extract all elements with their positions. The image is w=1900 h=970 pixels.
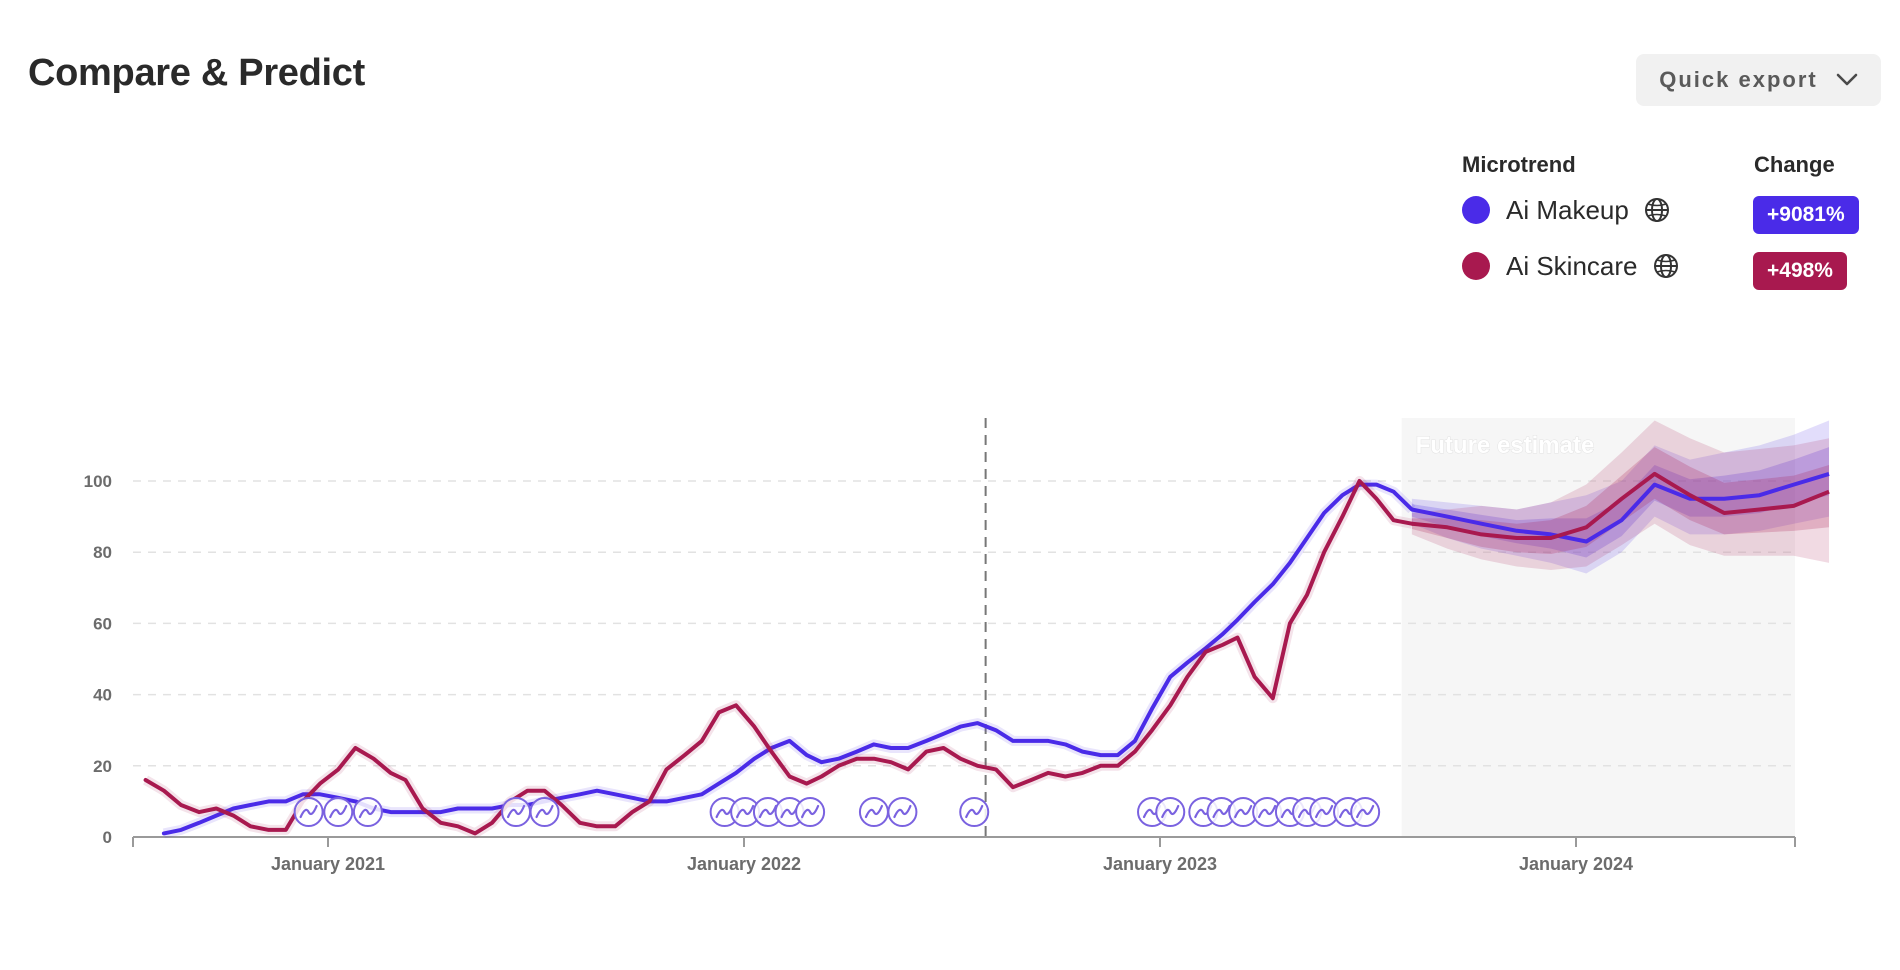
trend-icon — [535, 804, 554, 819]
change-badge-ai-skincare: +498% — [1753, 252, 1847, 290]
series-line-glow — [143, 476, 1413, 839]
legend-microtrend-heading: Microtrend — [1462, 152, 1576, 177]
forecast-line-ai-skincare — [1411, 471, 1830, 540]
x-tick-label: January 2021 — [271, 854, 385, 874]
y-tick-label: 80 — [93, 543, 112, 562]
legend-item-ai-makeup[interactable]: Ai Makeup — [1462, 190, 1671, 230]
y-tick-label: 20 — [93, 757, 112, 776]
trend-icon — [893, 804, 912, 819]
quick-export-button[interactable]: Quick export — [1636, 54, 1881, 106]
forecast-line-ai-makeup — [1411, 471, 1830, 544]
legend-item-label: Ai Makeup — [1506, 194, 1629, 225]
globe-icon[interactable] — [1643, 196, 1671, 224]
trend-icon — [758, 804, 778, 819]
trend-icon — [1234, 804, 1253, 819]
legend-dot — [1462, 196, 1490, 224]
trend-icon — [1315, 804, 1334, 819]
future-estimate-label: Future estimate — [1416, 432, 1595, 459]
x-tick-label: January 2024 — [1519, 854, 1633, 874]
legend-dot — [1462, 252, 1490, 280]
legend-item-label: Ai Skincare — [1506, 250, 1638, 281]
trend-icon — [1258, 804, 1277, 819]
change-badge-ai-makeup: +9081% — [1753, 196, 1859, 234]
trend-icon — [736, 804, 755, 819]
trend-icon — [864, 804, 884, 819]
globe-icon[interactable] — [1652, 252, 1680, 280]
trend-icon — [1161, 804, 1180, 819]
y-tick-label: 0 — [103, 828, 112, 847]
y-tick-label: 40 — [93, 686, 112, 705]
trend-icon — [715, 804, 734, 819]
x-tick-label: January 2022 — [687, 854, 801, 874]
forecast-band-outer — [1411, 420, 1830, 574]
trend-icon — [1356, 804, 1375, 819]
legend-change-heading: Change — [1754, 152, 1835, 177]
future-estimate-region — [1401, 418, 1795, 837]
x-tick-label: January 2023 — [1103, 854, 1217, 874]
quick-export-label: Quick export — [1659, 67, 1818, 92]
trend-icon — [358, 804, 377, 819]
trend-icon — [780, 804, 799, 819]
series-line-ai-skincare — [143, 479, 1414, 836]
trend-icon — [801, 804, 820, 819]
page-title: Compare & Predict — [28, 52, 365, 94]
trend-icon — [299, 804, 318, 819]
trend-icon — [1212, 804, 1231, 819]
y-tick-label: 100 — [84, 472, 112, 491]
legend-item-ai-skincare[interactable]: Ai Skincare — [1462, 246, 1680, 286]
chevron-down-icon — [1836, 73, 1858, 86]
trend-icon — [329, 804, 348, 819]
trend-icon — [965, 804, 984, 819]
trend-icon — [506, 804, 526, 819]
y-tick-label: 60 — [93, 614, 112, 633]
